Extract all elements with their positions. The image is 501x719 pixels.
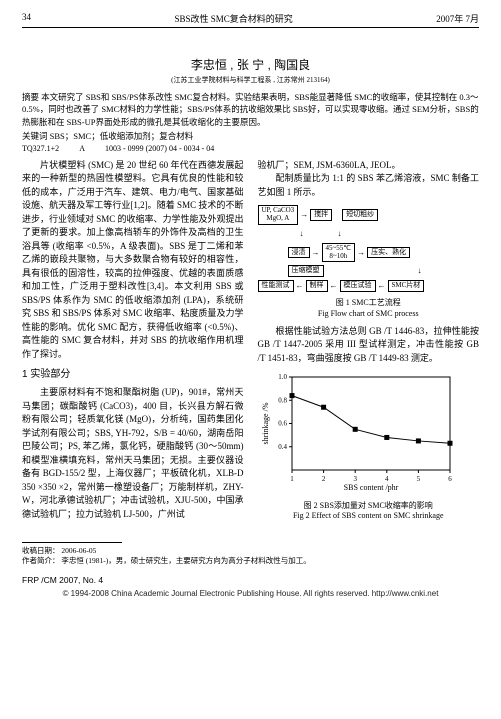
flow-box-sheet: SMC片材 xyxy=(388,280,425,292)
footnotes: 收稿日期： 2006-06-05 作者简介： 李忠恒 (1981-)，男，硕士研… xyxy=(22,546,479,567)
flow-box-compression: 压缩模塑 xyxy=(288,265,324,277)
chart-fig2: 1 2 3 4 5 6 0.4 0.6 0.8 1.0 SBS content /phr shrink… xyxy=(258,369,480,499)
abstract-label: 摘要 xyxy=(22,92,39,102)
received-date: 2006-06-05 xyxy=(61,546,96,555)
fig1-caption-en: Fig Flow chart of SMC process xyxy=(258,309,480,319)
shrinkage-chart: 1 2 3 4 5 6 0.4 0.6 0.8 1.0 SBS content /phr shrink… xyxy=(258,369,458,494)
arrow-icon: → xyxy=(357,247,365,259)
fig1-caption-cn: 图 1 SMC工艺流程 xyxy=(258,298,480,308)
left-column: 片状模塑料 (SMC) 是 20 世纪 60 年代在西德发展起来的一种新型的热固… xyxy=(22,159,244,528)
svg-text:0.4: 0.4 xyxy=(278,443,287,451)
right-column: 验机厂；SEM, JSM-6360LA, JEOL。 配制质量比为 1:1 的 … xyxy=(258,159,480,528)
running-title: SBS改性 SMC复合材料的研究 xyxy=(174,12,292,25)
title-block: 李忠恒 , 张 宁 , 陶国良 (江苏工业学院材料与科学工程系 , 江苏常州 2… xyxy=(22,56,479,85)
intro-paragraph: 片状模塑料 (SMC) 是 20 世纪 60 年代在西德发展起来的一种新型的热固… xyxy=(22,159,244,362)
arrow-icon: → xyxy=(300,209,308,221)
preparation-paragraph: 配制质量比为 1:1 的 SBS 苯乙烯溶液，SMC 制备工艺如图 1 所示。 xyxy=(258,172,480,199)
issue-date: 2007年 7月 xyxy=(436,12,479,25)
svg-text:0.8: 0.8 xyxy=(278,397,287,405)
arrow-icon: → xyxy=(312,247,320,259)
svg-text:0.6: 0.6 xyxy=(278,420,287,428)
flow-box-materials: UP, CaCO3 MgO, A xyxy=(258,205,299,224)
fig2-caption: 图 2 SBS添加量对 SMC收缩率的影响 Fig 2 Effect of SB… xyxy=(258,501,480,522)
copyright-line: © 1994-2008 China Academic Journal Elect… xyxy=(22,589,479,598)
author-bio: 李忠恒 (1981-)，男，硕士研究生，主要研究方向为高分子材料改性与加工。 xyxy=(61,556,310,565)
flow-box-mold: 模压试验 xyxy=(340,280,376,292)
test-methods-paragraph: 根据性能试验方法总则 GB /T 1446-83，拉伸性能按 GB /T 144… xyxy=(258,325,480,366)
flow-box-mix: 搅拌 xyxy=(310,209,332,221)
flow-box-impreg: 浸渍 xyxy=(288,247,310,259)
arrow-down-icon: ↓ xyxy=(418,265,422,277)
svg-text:shrinkage /%: shrinkage /% xyxy=(261,403,270,445)
svg-text:SBS content /phr: SBS content /phr xyxy=(343,483,398,492)
flowchart-fig1: UP, CaCO3 MgO, A → 搅拌 短切粗纱 ↓ ↓ 浸渍 → 45~5… xyxy=(258,205,480,292)
flow-box-roving: 短切粗纱 xyxy=(342,209,378,221)
fig2-caption-cn: 图 2 SBS添加量对 SMC收缩率的影响 xyxy=(258,501,480,511)
page-footer: FRP /CM 2007, No. 4 xyxy=(22,575,479,585)
article-id: 1003 - 0999 (2007) 04 - 0034 - 04 xyxy=(105,144,214,153)
received-label: 收稿日期： xyxy=(22,546,60,555)
classification-row: TQ327.1+2 A 1003 - 0999 (2007) 04 - 0034… xyxy=(22,144,479,153)
section-1-heading: 1 实验部分 xyxy=(22,367,244,382)
abstract: 摘要 本文研究了 SBS和 SBS/PS体系改性 SMC复合材料。实验结果表明，… xyxy=(22,91,479,128)
svg-text:5: 5 xyxy=(416,475,420,483)
arrow-left-icon: ← xyxy=(378,280,386,292)
footnote-separator xyxy=(22,542,122,543)
doc-code: A xyxy=(79,144,85,153)
authors: 李忠恒 , 张 宁 , 陶国良 xyxy=(22,56,479,73)
svg-text:1: 1 xyxy=(290,475,294,483)
arrow-left-icon: ← xyxy=(296,280,304,292)
svg-text:1.0: 1.0 xyxy=(278,373,287,381)
fig1-caption: 图 1 SMC工艺流程 Fig Flow chart of SMC proces… xyxy=(258,298,480,319)
flow-box-test: 性能测试 xyxy=(258,280,294,292)
abstract-text: 本文研究了 SBS和 SBS/PS体系改性 SMC复合材料。实验结果表明，SBS… xyxy=(22,92,479,127)
flow-box-cure: 45~55℃ 8~10h xyxy=(322,243,356,262)
two-column-body: 片状模塑料 (SMC) 是 20 世纪 60 年代在西德发展起来的一种新型的热固… xyxy=(22,159,479,528)
arrow-left-icon: ← xyxy=(330,280,338,292)
arrow-down-icon: ↓ xyxy=(300,228,304,240)
clc-code: TQ327.1+2 xyxy=(22,144,59,153)
svg-text:6: 6 xyxy=(448,475,452,483)
flow-box-compact: 压实、熟化 xyxy=(367,247,410,259)
keywords-text: SBS；SMC；低收缩添加剂；复合材料 xyxy=(50,131,194,141)
flow-box-sample: 制样 xyxy=(306,280,328,292)
keywords-label: 关键词 xyxy=(22,131,48,141)
fig2-caption-en: Fig 2 Effect of SBS content on SMC shrin… xyxy=(258,511,480,521)
affiliation: (江苏工业学院材料与科学工程系 , 江苏常州 213164) xyxy=(22,75,479,85)
keywords: 关键词 SBS；SMC；低收缩添加剂；复合材料 xyxy=(22,130,479,142)
arrow-down-icon: ↓ xyxy=(338,228,342,240)
svg-text:4: 4 xyxy=(385,475,389,483)
svg-text:2: 2 xyxy=(321,475,325,483)
running-header: 34 SBS改性 SMC复合材料的研究 2007年 7月 xyxy=(22,12,479,28)
materials-paragraph: 主要原材料有不饱和聚酯树脂 (UP)，901#，常州天马集团；碳酯酸钙 (CaC… xyxy=(22,386,244,521)
page-number: 34 xyxy=(22,12,31,25)
journal-issue: FRP /CM 2007, No. 4 xyxy=(22,575,103,585)
author-bio-label: 作者简介： xyxy=(22,556,60,565)
page: 34 SBS改性 SMC复合材料的研究 2007年 7月 李忠恒 , 张 宁 ,… xyxy=(0,0,501,606)
continuation-paragraph: 验机厂；SEM, JSM-6360LA, JEOL。 xyxy=(258,159,480,173)
svg-text:3: 3 xyxy=(353,475,357,483)
